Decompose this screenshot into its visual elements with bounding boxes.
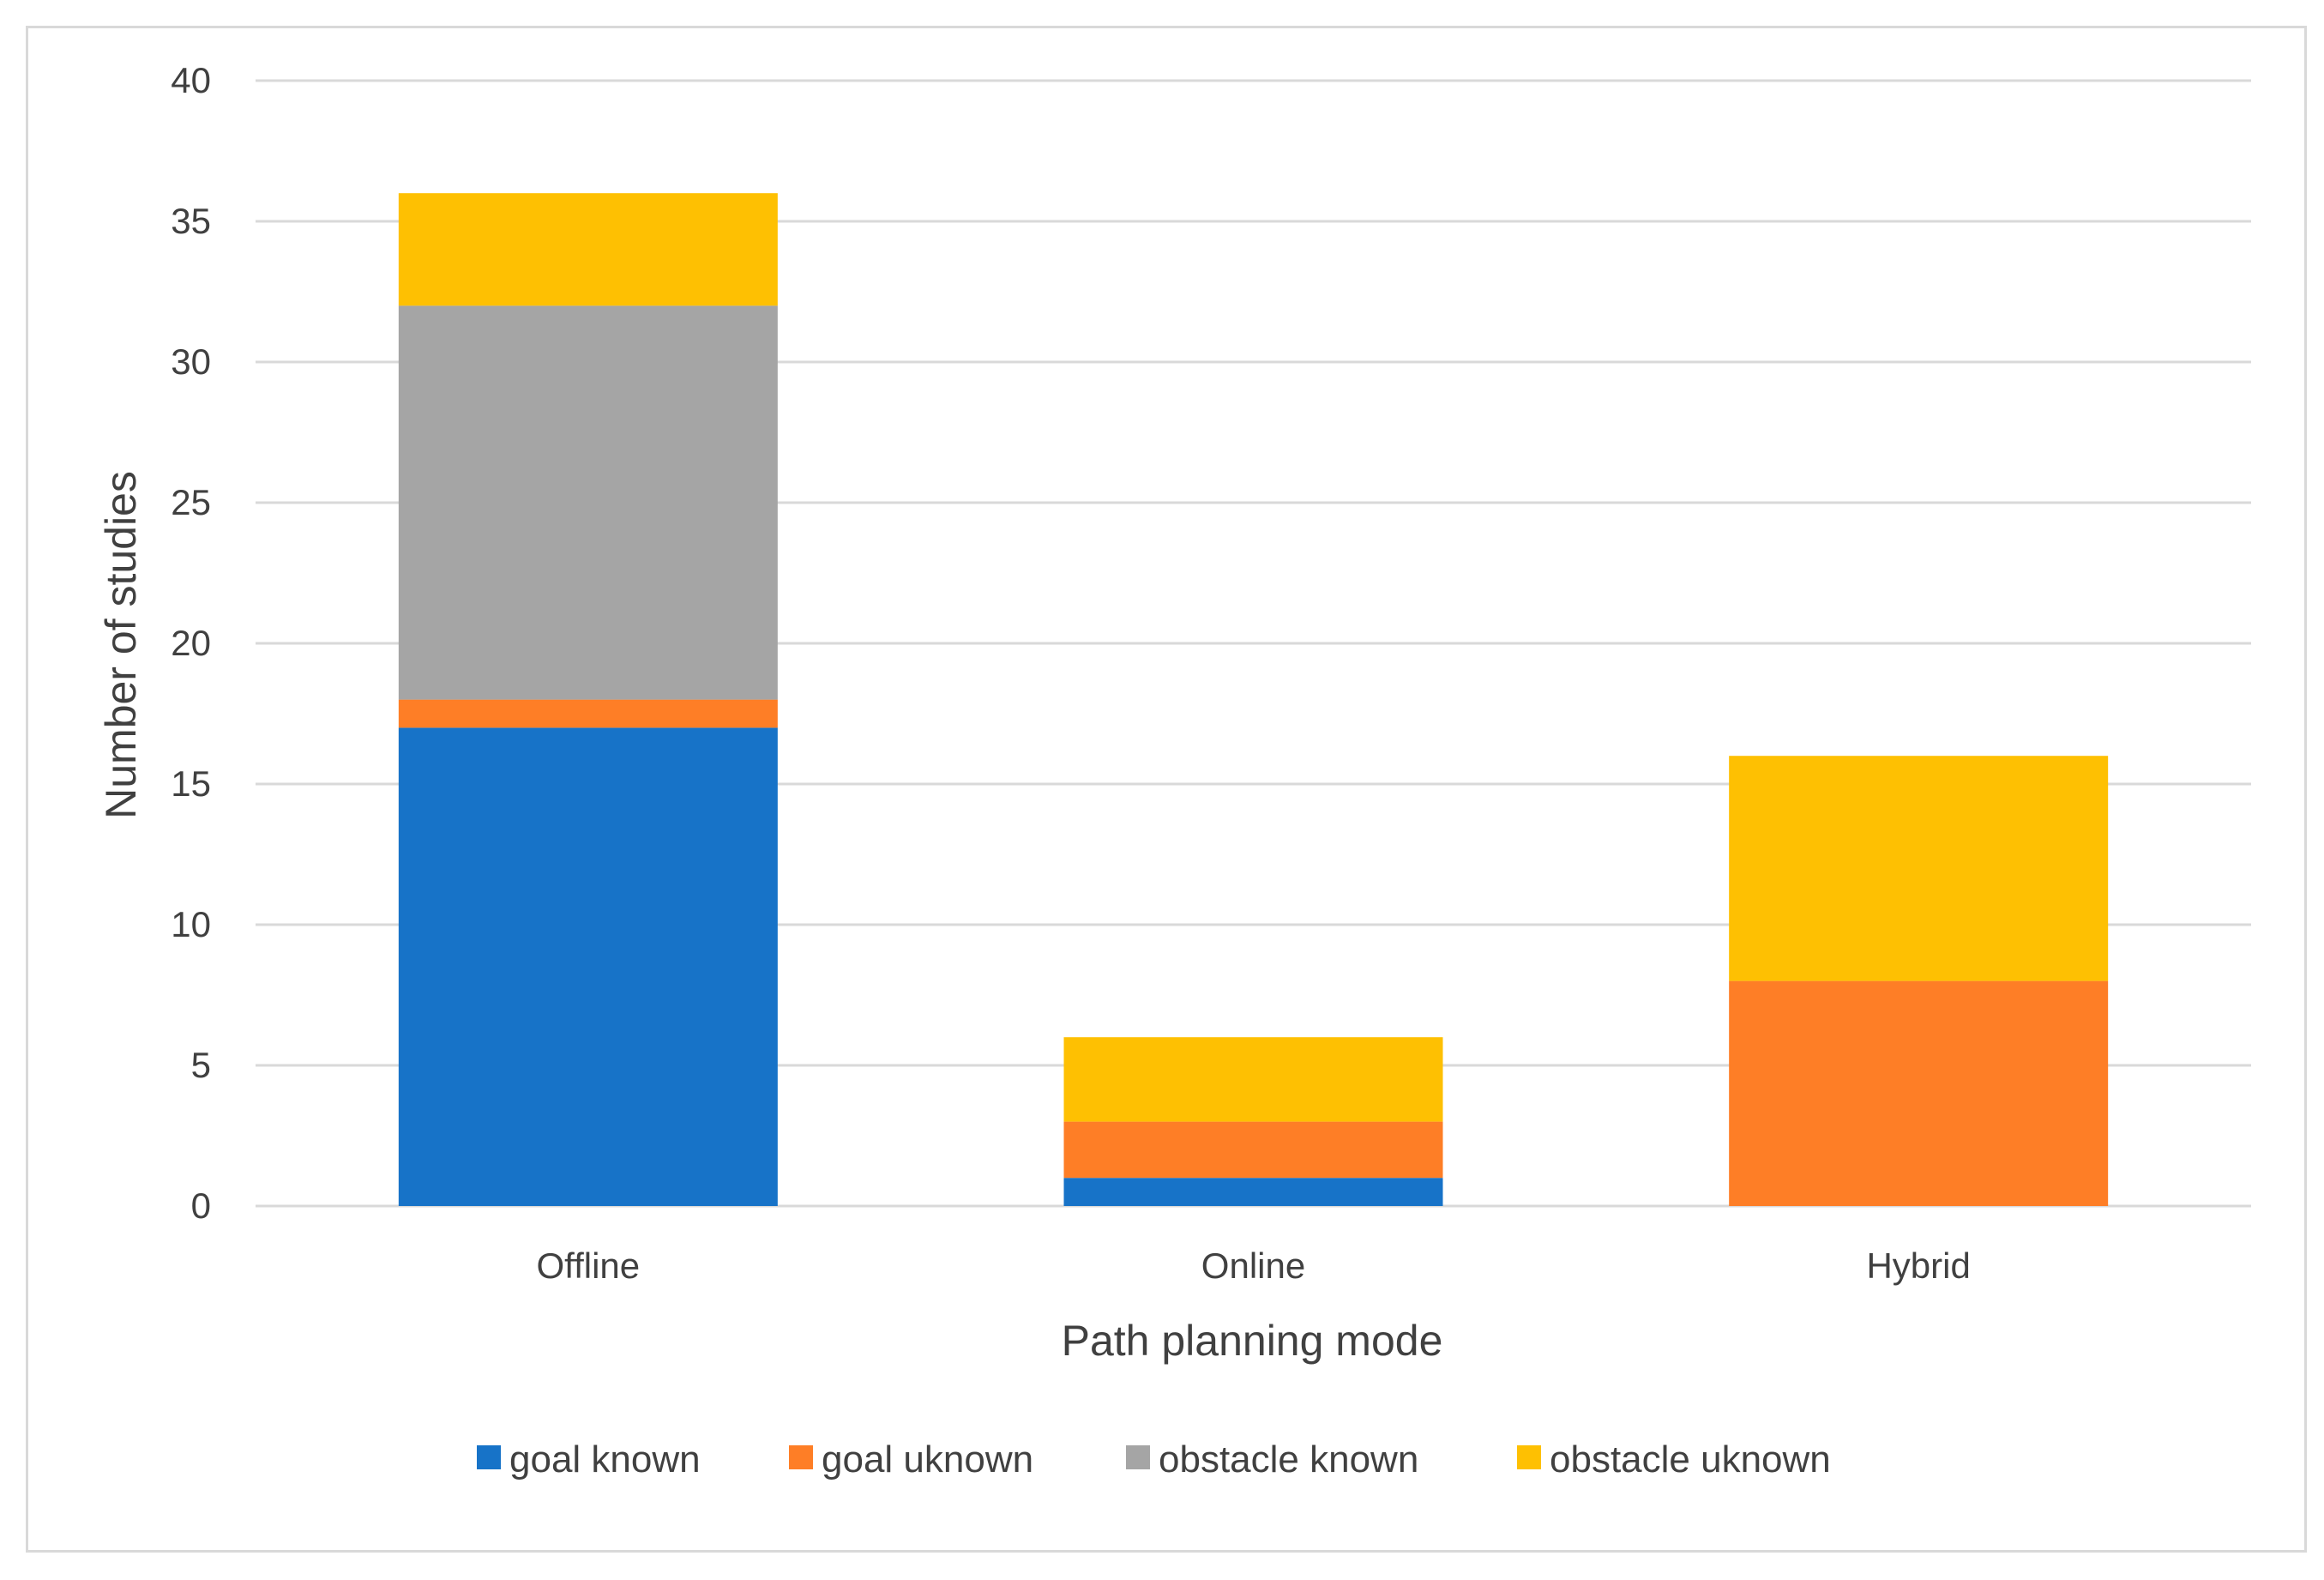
bar-online-goal-uknown [1063,1121,1443,1179]
x-tick-label: Hybrid [1866,1245,1970,1286]
bar-offline-goal-uknown [398,699,778,728]
y-tick-label: 40 [171,60,211,100]
legend-label: goal known [509,1438,701,1480]
x-tick-label: Offline [537,1245,641,1286]
bar-offline-obstacle-uknown [398,193,778,306]
y-axis-ticks: 0 5 10 15 20 25 30 35 40 [171,60,211,1226]
bar-offline-goal-known [398,727,778,1206]
bar-hybrid-obstacle-uknown [1729,756,2109,981]
x-tick-label: Online [1201,1245,1305,1286]
y-tick-label: 35 [171,201,211,241]
y-tick-label: 0 [191,1185,211,1226]
legend: goal known goal uknown obstacle known obsta… [477,1438,1831,1480]
x-axis-title: Path planning mode [1062,1317,1443,1365]
legend-swatch [1126,1445,1150,1469]
y-tick-label: 10 [171,904,211,944]
bars [398,193,2109,1206]
legend-label: obstacle uknown [1550,1438,1831,1480]
legend-swatch [789,1445,813,1469]
bar-online-goal-known [1063,1178,1443,1206]
legend-label: obstacle known [1159,1438,1418,1480]
y-tick-label: 30 [171,341,211,382]
bar-offline-obstacle-known [398,305,778,700]
legend-swatch [1517,1445,1541,1469]
x-axis-ticks: Offline Online Hybrid [537,1245,1971,1286]
y-tick-label: 5 [191,1045,211,1085]
legend-swatch [477,1445,501,1469]
y-tick-label: 20 [171,623,211,663]
bar-hybrid-goal-uknown [1729,980,2109,1206]
legend-label: goal uknown [822,1438,1033,1480]
y-tick-label: 25 [171,482,211,522]
y-tick-label: 15 [171,763,211,804]
bar-online-obstacle-uknown [1063,1037,1443,1122]
y-axis-title: Number of studies [97,471,145,819]
